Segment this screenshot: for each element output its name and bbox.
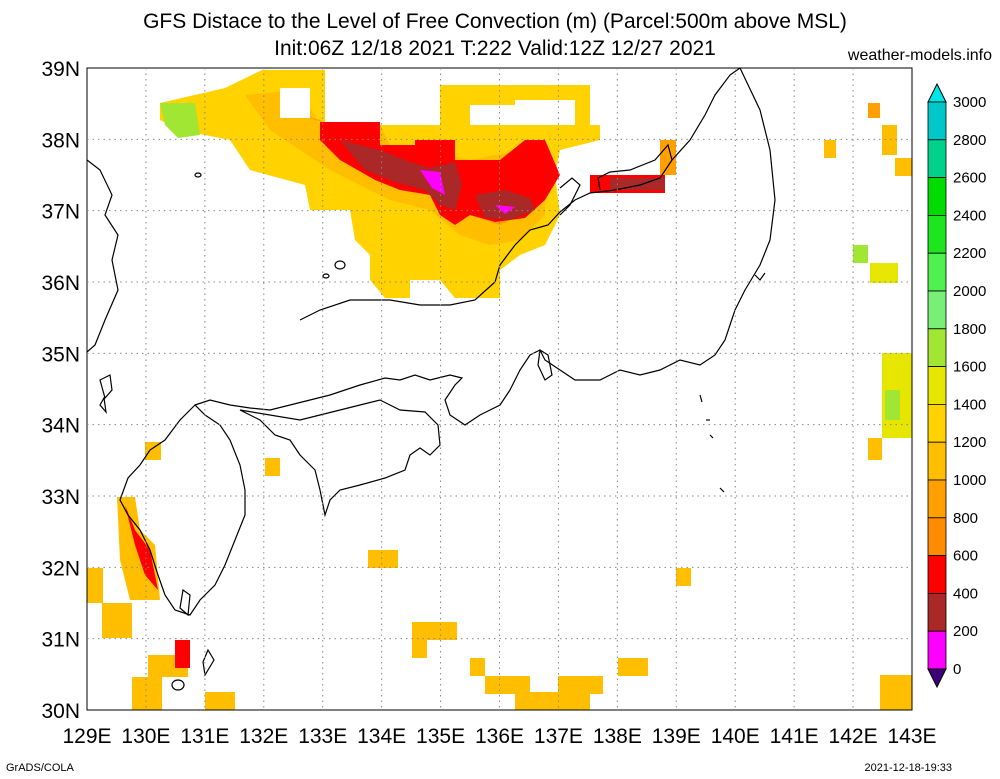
lat-tick-label: 39N — [41, 58, 80, 81]
colorbar-label: 3000 — [953, 94, 986, 111]
lon-tick-label: 140E — [711, 725, 760, 748]
lat-tick-label: 32N — [41, 557, 80, 580]
lon-tick-label: 131E — [180, 725, 229, 748]
colorbar-under-arrow — [927, 668, 947, 689]
colorbar-label: 1400 — [953, 396, 986, 413]
colorbar-label: 1200 — [953, 434, 986, 451]
lon-tick-label: 132E — [239, 725, 288, 748]
lat-tick-label: 35N — [41, 343, 80, 366]
colorbar-segment — [927, 139, 947, 179]
colorbar-label: 800 — [953, 510, 978, 527]
lat-tick-label: 37N — [41, 201, 80, 224]
lon-tick-label: 141E — [770, 725, 819, 748]
chart-title: GFS Distace to the Level of Free Convect… — [143, 10, 847, 33]
graticule — [87, 68, 912, 710]
colorbar-segment — [927, 214, 947, 254]
lon-tick-label: 133E — [298, 725, 347, 748]
colorbar-label: 2000 — [953, 283, 986, 300]
colorbar-label: 2400 — [953, 207, 986, 224]
colorbar-segment — [927, 366, 947, 405]
colorbar-label: 2200 — [953, 245, 986, 262]
footer-timestamp: 2021-12-18-19:33 — [864, 762, 952, 774]
lon-tick-label: 136E — [475, 725, 524, 748]
lon-tick-label: 138E — [593, 725, 642, 748]
colorbar-segment — [927, 630, 947, 670]
colorbar-label: 2600 — [953, 170, 986, 187]
lon-tick-label: 129E — [62, 725, 111, 748]
colorbar-segment — [927, 479, 947, 519]
colorbar: 3000280026002400220020001800160014001200… — [927, 82, 986, 689]
colorbar-label: 400 — [953, 585, 978, 602]
colorbar-label: 1800 — [953, 321, 986, 338]
latitude-labels: 39N 38N 37N 36N 35N 34N 33N 32N 31N 30N — [41, 58, 80, 723]
lon-tick-label: 134E — [357, 725, 406, 748]
lat-tick-label: 34N — [41, 415, 80, 438]
colorbar-label: 1600 — [953, 359, 986, 376]
lat-tick-label: 33N — [41, 486, 80, 509]
lon-tick-label: 143E — [887, 725, 936, 748]
colorbar-segment — [927, 403, 947, 443]
coastlines — [87, 68, 776, 691]
lon-tick-label: 130E — [121, 725, 170, 748]
colorbar-label: 1000 — [953, 472, 986, 489]
colorbar-label: 200 — [953, 623, 978, 640]
lfc-shading — [87, 70, 912, 710]
colorbar-segment — [927, 517, 947, 556]
lon-tick-label: 135E — [416, 725, 465, 748]
lon-tick-label: 139E — [652, 725, 701, 748]
lat-tick-label: 31N — [41, 629, 80, 652]
colorbar-segment — [927, 555, 947, 594]
colorbar-segment — [927, 328, 947, 367]
colorbar-label: 600 — [953, 548, 978, 565]
colorbar-segment — [927, 593, 947, 632]
site-credit: weather-models.info — [847, 47, 992, 64]
lat-tick-label: 38N — [41, 129, 80, 152]
lat-tick-label: 36N — [41, 272, 80, 295]
colorbar-segment — [927, 441, 947, 481]
colorbar-over-arrow — [927, 82, 947, 103]
colorbar-label: 2800 — [953, 132, 986, 149]
footer-software: GrADS/COLA — [6, 762, 74, 774]
lon-tick-label: 142E — [829, 725, 878, 748]
longitude-labels: 129E 130E 131E 132E 133E 134E 135E 136E 137E 138E… — [62, 725, 936, 748]
colorbar-segment — [927, 290, 947, 330]
lon-tick-label: 137E — [534, 725, 583, 748]
colorbar-segment — [927, 252, 947, 292]
chart-subtitle: Init:06Z 12/18 2021 T:222 Valid:12Z 12/2… — [274, 37, 716, 60]
colorbar-segment — [927, 177, 947, 216]
colorbar-segment — [927, 101, 947, 141]
colorbar-label: 0 — [953, 661, 961, 678]
lat-tick-label: 30N — [41, 700, 80, 723]
